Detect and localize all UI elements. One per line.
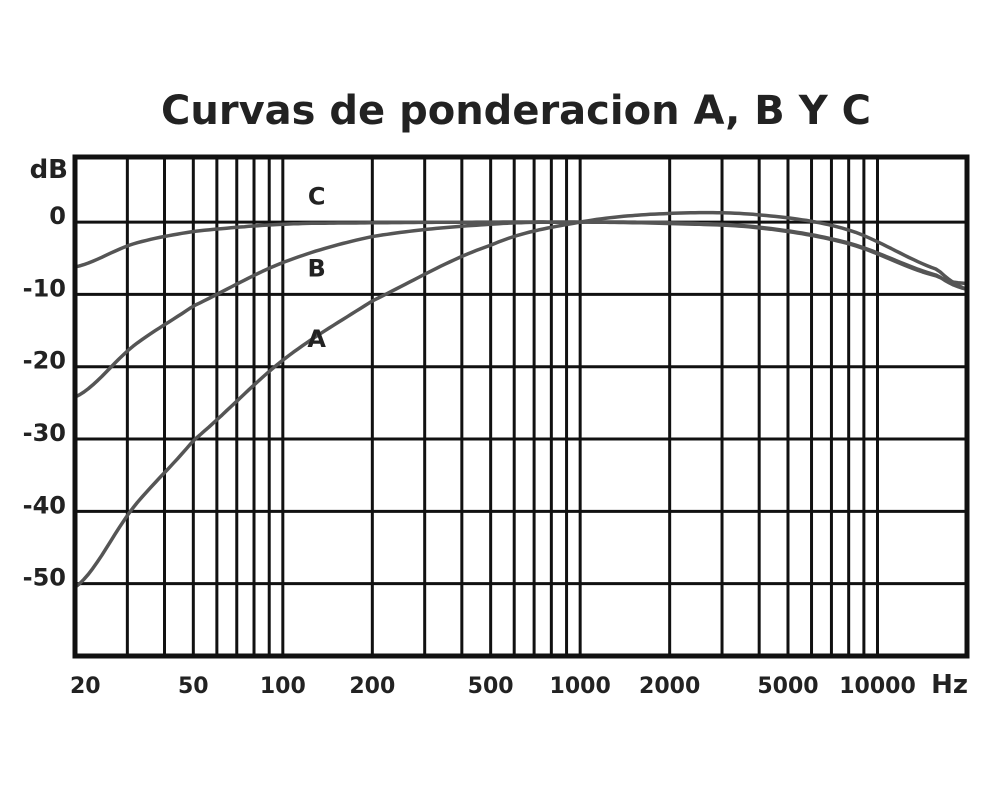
x-tick-label: 100	[260, 674, 306, 699]
curve-label-c: C	[308, 183, 326, 211]
x-axis-label: Hz	[931, 670, 968, 700]
curve-label-a: A	[307, 325, 326, 353]
x-tick-label: 1000	[550, 674, 611, 699]
x-tick-label: 500	[468, 674, 514, 699]
y-tick-label: -50	[23, 564, 66, 592]
curve-b	[74, 220, 968, 399]
y-tick-label: -10	[23, 274, 66, 302]
x-tick-label: 5000	[757, 674, 818, 699]
y-tick-label: -30	[23, 419, 66, 447]
grid	[75, 157, 967, 656]
labels: 0 -10 -20 -30 -40 -50 20 50 100 200 500 1000 2000 500…	[23, 155, 968, 700]
y-tick-label: -40	[23, 491, 66, 519]
y-tick-label: 0	[49, 202, 66, 230]
x-tick-label: 20	[70, 674, 101, 699]
plot-frame	[72, 154, 970, 659]
x-tick-label: 50	[178, 674, 209, 699]
y-tick-label: -20	[23, 347, 66, 375]
x-tick-label: 2000	[639, 674, 700, 699]
curve-a	[73, 210, 968, 589]
x-tick-label: 200	[349, 674, 395, 699]
curve-label-b: B	[308, 254, 326, 282]
chart-title: Curvas de ponderacion A, B Y C	[161, 88, 871, 134]
y-axis-label: dB	[30, 155, 68, 185]
x-tick-label: 10000	[839, 674, 916, 699]
curves	[73, 210, 968, 589]
curve-c	[74, 220, 968, 286]
